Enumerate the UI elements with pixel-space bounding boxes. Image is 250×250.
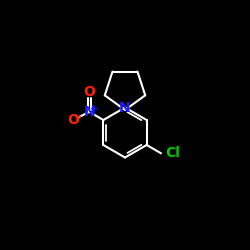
Text: O: O xyxy=(83,85,95,99)
Text: N: N xyxy=(84,105,95,119)
Text: +: + xyxy=(90,104,98,114)
Text: −: − xyxy=(74,112,82,122)
Text: O: O xyxy=(68,112,79,126)
Text: N: N xyxy=(119,100,131,114)
Text: Cl: Cl xyxy=(165,146,180,160)
